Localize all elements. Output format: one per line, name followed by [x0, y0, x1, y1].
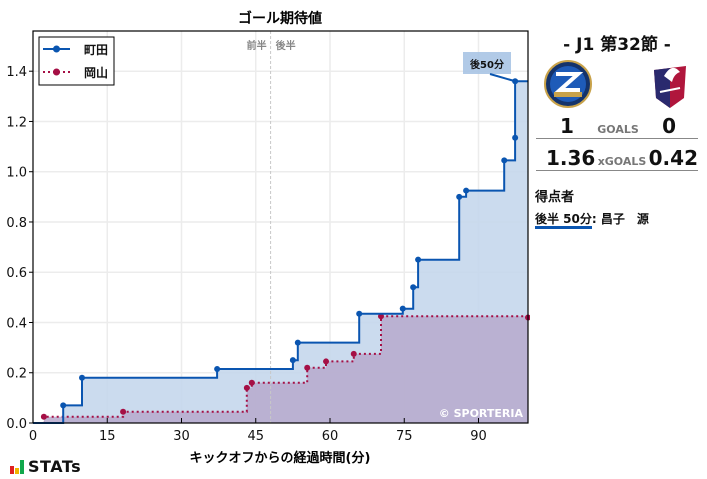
xg-point — [463, 187, 470, 194]
goal-annotation: 後50分 — [463, 52, 516, 83]
round-title: - J1 第32節 - — [563, 35, 671, 55]
xgoals-label: xGOALS — [597, 155, 647, 168]
second-half-label: 後半 — [276, 39, 296, 52]
axes: 0 15 30 45 60 75 90 0.0 0.2 0.4 0.6 0.8 1.0 1.2 1.4 — [6, 65, 486, 444]
plot-frame — [32, 30, 529, 424]
legend-marker-1 — [53, 68, 60, 76]
y-tick-label: 0.8 — [6, 216, 27, 231]
home-xg: 1.36 — [546, 146, 596, 170]
xg-point — [40, 413, 47, 420]
legend-marker-0 — [53, 45, 60, 53]
x-tick-label: 30 — [173, 429, 190, 444]
xg-point — [456, 193, 463, 200]
stats-brand-text: STATs — [28, 457, 82, 476]
y-tick-label: 0.6 — [6, 266, 27, 281]
xg-point — [399, 305, 406, 312]
y-tick-label: 0.2 — [6, 367, 27, 382]
y-tick-label: 1.4 — [6, 65, 27, 80]
away-goals: 0 — [662, 114, 676, 138]
scorer-time: 後半 50分 — [535, 212, 592, 229]
away-xg: 0.42 — [648, 146, 698, 170]
xg-areas — [33, 81, 528, 424]
xg-point — [410, 284, 417, 291]
xg-point — [243, 384, 250, 391]
x-tick-label: 60 — [322, 429, 339, 444]
x-tick-label: 45 — [247, 429, 264, 444]
goals-label: GOALS — [597, 123, 639, 136]
xg-lines — [33, 78, 530, 424]
annotation-text: 後50分 — [470, 58, 504, 71]
chart-title: ゴール期待値 — [238, 10, 322, 27]
x-tick-label: 0 — [29, 429, 37, 444]
xg-point — [415, 256, 422, 263]
xg-point — [294, 339, 301, 346]
stats-brand-logo: STATs — [10, 457, 81, 476]
xg-point — [60, 402, 67, 409]
legend-label-0: 町田 — [84, 43, 108, 57]
annotation-box — [463, 52, 511, 74]
goals-row: 1 GOALS 0 — [536, 114, 698, 139]
xgoals-row: 1.36 xGOALS 0.42 — [536, 146, 698, 171]
xg-point — [214, 365, 221, 372]
y-tick-label: 1.2 — [6, 115, 27, 130]
xg-point — [356, 310, 363, 317]
first-half-label: 前半 — [247, 39, 267, 52]
legend-box — [38, 36, 115, 86]
y-tick-label: 0.4 — [6, 316, 27, 331]
x-tick-label: 15 — [99, 429, 116, 444]
fagiano-crest-icon — [650, 60, 690, 114]
scorer-item: 後半 50分: 昌子 源 — [535, 210, 649, 229]
legend-label-1: 岡山 — [84, 65, 108, 80]
x-axis-label: キックオフからの経過時間(分) — [190, 450, 371, 466]
xg-point — [289, 357, 296, 364]
x-tick-label: 90 — [470, 429, 487, 444]
x-tick-label: 75 — [396, 429, 413, 444]
stats-bars-icon — [10, 459, 24, 474]
xg-chart: ゴール期待値 前半 後半 後50分 0 15 30 45 60 75 900.00.20.40… — [6, 10, 530, 466]
xg-point — [512, 134, 519, 141]
halftime-marker: 前半 後半 — [247, 31, 296, 423]
xg-point — [501, 157, 508, 164]
xg-point — [323, 358, 330, 365]
scorers-title: 得点者 — [535, 190, 575, 205]
annotation-pointer — [489, 73, 516, 83]
xg-point — [377, 313, 384, 320]
xg-point — [79, 374, 86, 381]
scorer-name: : 昌子 源 — [591, 212, 649, 226]
home-goals: 1 — [560, 114, 574, 138]
xg-point — [248, 379, 255, 386]
y-tick-label: 1.0 — [6, 166, 27, 181]
copyright-text: © SPORTERIA — [439, 407, 524, 420]
xg-point — [304, 364, 311, 371]
zelvia-crest-icon — [544, 60, 592, 112]
xg-area-1 — [33, 316, 528, 423]
xg-point — [350, 350, 357, 357]
xg-point — [120, 408, 127, 415]
xg-line — [33, 315, 529, 424]
y-tick-label: 0.0 — [6, 417, 27, 432]
